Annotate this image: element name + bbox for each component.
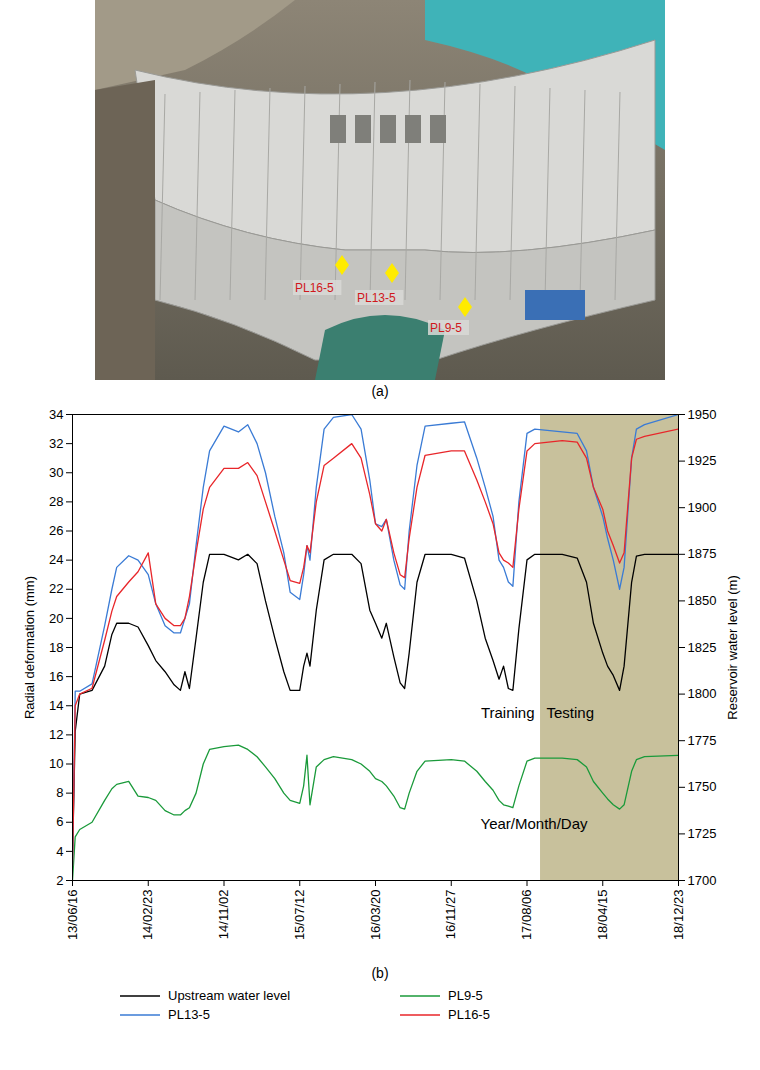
html-text:Upstream water level: Upstream water level (168, 988, 291, 1003)
svg-text:14/02/23: 14/02/23 (140, 890, 155, 941)
svg-text:PL13-5: PL13-5 (357, 291, 396, 305)
html-text:PL16-5: PL16-5 (448, 1007, 490, 1022)
svg-text:10: 10 (49, 756, 63, 771)
svg-text:16/11/27: 16/11/27 (443, 890, 458, 940)
svg-text:30: 30 (49, 465, 63, 480)
svg-text:16: 16 (49, 669, 63, 684)
svg-text:Testing: Testing (547, 704, 595, 721)
svg-text:1775: 1775 (688, 733, 717, 748)
svg-text:1825: 1825 (688, 640, 717, 655)
html-text:PL9-5: PL9-5 (448, 988, 483, 1003)
svg-text:20: 20 (49, 611, 63, 626)
svg-text:17/08/06: 17/08/06 (519, 890, 534, 941)
svg-text:Reservoir water level (m): Reservoir water level (m) (725, 575, 740, 719)
svg-text:Year/Month/Day: Year/Month/Day (481, 815, 589, 832)
svg-text:1900: 1900 (688, 500, 717, 515)
html-text:(b): (b) (371, 965, 389, 981)
svg-text:1725: 1725 (688, 826, 717, 841)
svg-text:13/06/16: 13/06/16 (65, 890, 80, 941)
svg-text:PL16-5: PL16-5 (295, 281, 334, 295)
svg-text:PL9-5: PL9-5 (430, 321, 462, 335)
svg-text:1700: 1700 (688, 873, 717, 888)
svg-text:14: 14 (49, 698, 63, 713)
svg-text:1925: 1925 (688, 453, 717, 468)
html-text:PL13-5: PL13-5 (168, 1007, 210, 1022)
svg-text:2: 2 (56, 873, 63, 888)
svg-text:1950: 1950 (688, 407, 717, 422)
svg-text:Training: Training (481, 704, 535, 721)
svg-text:12: 12 (49, 727, 63, 742)
svg-text:26: 26 (49, 523, 63, 538)
svg-text:8: 8 (56, 785, 63, 800)
svg-text:18: 18 (49, 640, 63, 655)
svg-text:24: 24 (49, 552, 63, 567)
svg-text:34: 34 (49, 407, 63, 422)
svg-text:4: 4 (56, 844, 63, 859)
svg-text:22: 22 (49, 581, 63, 596)
html-text:(a): (a) (371, 383, 389, 399)
svg-text:Radial deformation (mm): Radial deformation (mm) (22, 576, 37, 719)
svg-text:6: 6 (56, 814, 63, 829)
svg-text:14/11/02: 14/11/02 (216, 890, 231, 940)
svg-text:1800: 1800 (688, 686, 717, 701)
svg-text:1850: 1850 (688, 593, 717, 608)
svg-text:1875: 1875 (688, 546, 717, 561)
svg-text:18/12/23: 18/12/23 (671, 890, 686, 941)
svg-text:18/04/15: 18/04/15 (595, 890, 610, 941)
svg-text:28: 28 (49, 494, 63, 509)
svg-text:32: 32 (49, 436, 63, 451)
svg-text:15/07/12: 15/07/12 (292, 890, 307, 941)
svg-text:16/03/20: 16/03/20 (368, 890, 383, 941)
svg-text:1750: 1750 (688, 779, 717, 794)
